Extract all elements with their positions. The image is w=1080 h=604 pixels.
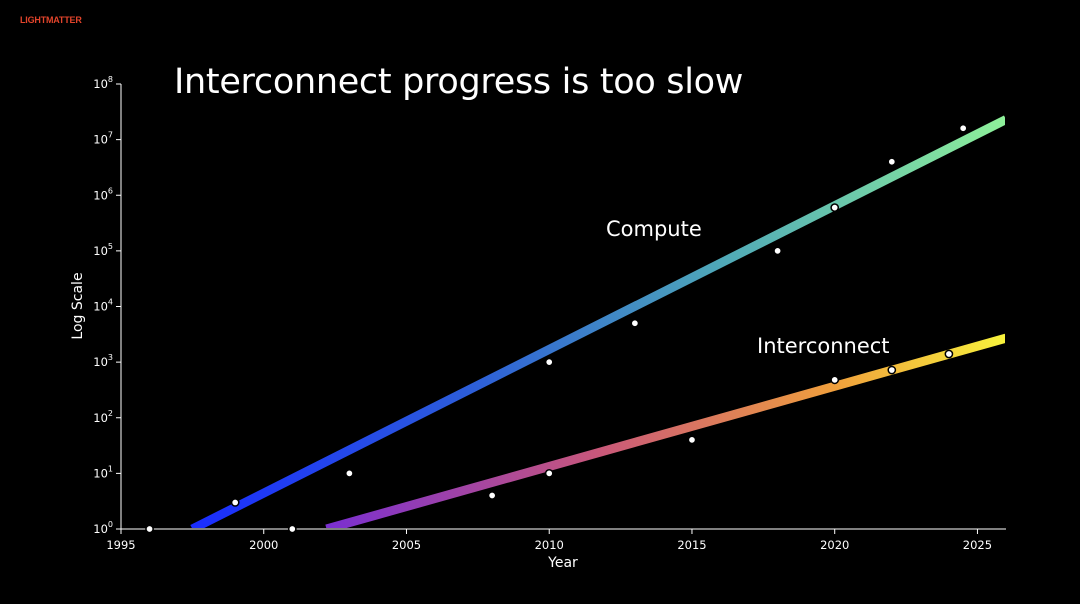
compute-series-label: Compute <box>606 217 702 241</box>
x-tick-label: 2000 <box>249 538 278 552</box>
interconnect-data-point <box>830 375 840 385</box>
y-axis-ticks: 100 101 102 103 104 105 106 107 108 <box>93 75 121 536</box>
compute-data-point <box>773 246 782 256</box>
slide-title: Interconnect progress is too slow <box>174 62 744 102</box>
interconnect-data-point <box>544 469 554 478</box>
compute-data-point <box>544 357 554 367</box>
x-axis-label: Year <box>547 555 578 571</box>
y-tick-label: 104 <box>93 298 113 314</box>
interconnect-data-point <box>687 435 697 445</box>
y-tick-label: 100 <box>93 520 113 536</box>
compute-data-point <box>345 469 354 478</box>
y-tick-label: 107 <box>93 131 113 147</box>
x-tick-label: 2005 <box>392 538 421 552</box>
x-tick-label: 2020 <box>820 538 849 552</box>
data-points <box>145 123 968 534</box>
lightmatter-logo: LIGHTMATTER <box>20 15 82 25</box>
compute-data-point <box>230 498 240 507</box>
compute-data-point <box>958 123 968 133</box>
compute-data-point <box>287 524 297 534</box>
compute-data-point <box>887 157 897 167</box>
compute-data-point <box>145 524 154 534</box>
interconnect-data-point <box>487 491 497 500</box>
compute-data-point <box>830 203 840 212</box>
y-axis-label: Log Scale <box>70 272 86 339</box>
compute-trend-line <box>190 115 1005 528</box>
x-tick-label: 2025 <box>963 538 992 552</box>
interconnect-data-point <box>887 365 897 375</box>
y-tick-label: 106 <box>93 186 113 202</box>
interconnect-data-point <box>944 349 954 359</box>
y-tick-label: 102 <box>93 409 113 425</box>
compute-data-point <box>630 318 640 328</box>
x-tick-label: 2010 <box>535 538 564 552</box>
x-axis-ticks: 1995 2000 2005 2010 2015 2020 2025 <box>106 529 992 552</box>
y-tick-label: 108 <box>93 75 113 91</box>
y-tick-label: 105 <box>93 242 113 258</box>
interconnect-series-label: Interconnect <box>757 334 890 358</box>
interconnect-trend-line <box>325 333 1005 528</box>
y-tick-label: 101 <box>93 464 113 480</box>
x-tick-label: 1995 <box>106 538 135 552</box>
x-tick-label: 2015 <box>677 538 706 552</box>
y-tick-label: 103 <box>93 353 113 369</box>
